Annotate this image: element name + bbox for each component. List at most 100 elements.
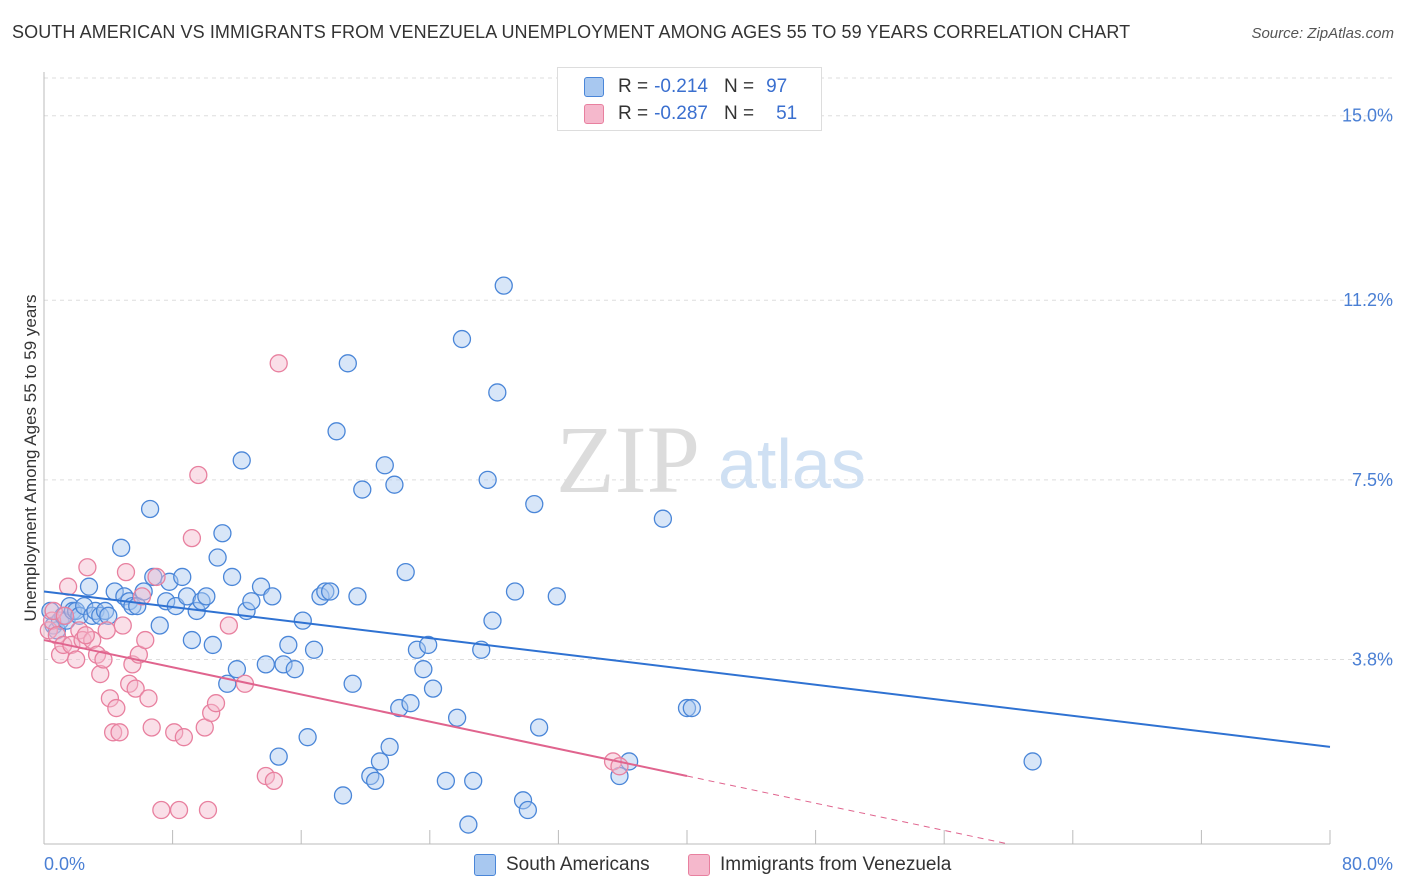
point-south-americans xyxy=(653,509,673,528)
point-south-americans xyxy=(365,771,385,791)
point-south-americans xyxy=(385,475,404,494)
stats-legend: R = -0.214 N = 97 R = -0.287 N = 51 xyxy=(557,67,822,131)
y-tick-label: 11.2% xyxy=(1343,290,1393,310)
point-south-americans xyxy=(256,655,275,674)
point-south-americans xyxy=(333,786,353,805)
point-immigrants-venezuela xyxy=(55,606,75,625)
point-south-americans xyxy=(414,660,433,679)
point-immigrants-venezuela xyxy=(110,723,129,742)
point-south-americans xyxy=(99,606,118,625)
point-immigrants-venezuela xyxy=(97,621,116,640)
point-south-americans xyxy=(447,708,467,727)
point-south-americans xyxy=(263,587,282,606)
point-south-americans xyxy=(173,567,192,587)
point-immigrants-venezuela xyxy=(94,650,113,669)
point-south-americans xyxy=(547,587,566,606)
trend-line-south-americans xyxy=(43,590,1331,748)
point-south-americans xyxy=(222,567,242,587)
point-south-americans xyxy=(478,470,497,489)
point-immigrants-venezuela xyxy=(182,528,202,548)
point-south-americans xyxy=(1023,752,1042,771)
point-immigrants-venezuela xyxy=(100,689,120,708)
legend-row-immigrants-venezuela: R = -0.287 N = 51 xyxy=(584,102,797,126)
axes xyxy=(43,72,1331,845)
watermark-zip: ZIP xyxy=(556,406,700,513)
bottom-legend-south-americans: South Americans xyxy=(474,852,650,878)
bottom-legend-swatch-pink xyxy=(688,854,710,876)
point-south-americans xyxy=(518,800,538,820)
point-south-americans xyxy=(348,587,367,606)
point-immigrants-venezuela xyxy=(126,679,145,698)
point-immigrants-venezuela xyxy=(103,723,123,742)
y-axis-label: Unemployment Among Ages 55 to 59 years xyxy=(21,295,40,622)
y-tick-label: 7.5% xyxy=(1352,470,1393,490)
bottom-legend-swatch-blue xyxy=(474,854,496,876)
point-south-americans xyxy=(452,329,472,349)
point-immigrants-venezuela xyxy=(67,650,86,669)
legend-n-value: 51 xyxy=(776,103,798,124)
point-immigrants-venezuela xyxy=(76,626,95,645)
point-immigrants-venezuela xyxy=(169,800,189,820)
watermark: ZIP atlas xyxy=(556,406,866,513)
point-south-americans xyxy=(293,611,312,630)
point-south-americans xyxy=(285,660,304,679)
point-south-americans xyxy=(327,422,346,441)
point-immigrants-venezuela xyxy=(132,587,152,606)
point-south-americans xyxy=(298,728,317,747)
legend-n-label: N = xyxy=(723,103,755,124)
legend-swatch-pink xyxy=(584,104,604,124)
bottom-legend-label: Immigrants from Venezuela xyxy=(720,854,952,875)
point-immigrants-venezuela xyxy=(198,800,218,820)
point-south-americans xyxy=(423,679,443,698)
point-south-americans xyxy=(150,616,169,635)
point-south-americans xyxy=(79,577,99,596)
point-south-americans xyxy=(483,611,502,630)
point-south-americans xyxy=(401,694,420,713)
point-immigrants-venezuela xyxy=(264,771,284,791)
point-south-americans xyxy=(269,747,288,766)
bottom-legend-immigrants-venezuela: Immigrants from Venezuela xyxy=(688,852,951,878)
point-immigrants-venezuela xyxy=(147,567,166,587)
point-south-americans xyxy=(274,655,293,674)
point-immigrants-venezuela xyxy=(78,558,97,577)
point-immigrants-venezuela xyxy=(58,577,78,596)
y-tick-label: 15.0% xyxy=(1342,106,1393,126)
point-south-americans xyxy=(390,698,409,718)
legend-r-label: R = xyxy=(618,76,649,97)
point-south-americans xyxy=(279,635,298,655)
point-south-americans xyxy=(525,494,544,514)
point-south-americans xyxy=(320,582,340,601)
legend-row-south-americans: R = -0.214 N = 97 xyxy=(584,75,787,99)
x-axis-ticks: 0.0% 80.0% xyxy=(44,854,1393,874)
legend-swatch-blue xyxy=(584,77,604,97)
point-south-americans xyxy=(338,354,357,373)
point-south-americans xyxy=(436,771,456,791)
point-south-americans xyxy=(494,276,513,295)
point-south-americans xyxy=(353,480,372,499)
legend-n-value: 97 xyxy=(766,76,788,97)
point-south-americans xyxy=(505,582,525,601)
source-note: Source: ZipAtlas.com xyxy=(1251,25,1394,42)
legend-r-value: -0.214 xyxy=(654,76,708,97)
point-south-americans xyxy=(488,383,507,402)
point-south-americans xyxy=(380,737,399,757)
legend-r-label: R = xyxy=(618,103,649,124)
point-immigrants-venezuela xyxy=(269,354,288,373)
point-immigrants-venezuela xyxy=(142,718,161,737)
point-south-americans xyxy=(370,752,390,771)
point-immigrants-venezuela xyxy=(206,694,226,713)
point-south-americans xyxy=(375,456,394,475)
point-immigrants-venezuela xyxy=(113,616,132,635)
y-axis-ticks: 3.8% 7.5% 11.2% 15.0% xyxy=(1342,106,1393,670)
trend-extension-immigrants-venezuela xyxy=(686,775,1009,845)
point-south-americans xyxy=(227,660,247,679)
legend-r-value: -0.287 xyxy=(654,103,708,124)
point-south-americans xyxy=(203,635,222,655)
point-south-americans xyxy=(95,601,115,621)
x-tick-label: 0.0% xyxy=(44,854,85,874)
point-immigrants-venezuela xyxy=(136,630,155,650)
point-south-americans xyxy=(232,451,251,470)
point-immigrants-venezuela xyxy=(91,664,110,684)
point-immigrants-venezuela xyxy=(174,728,194,747)
